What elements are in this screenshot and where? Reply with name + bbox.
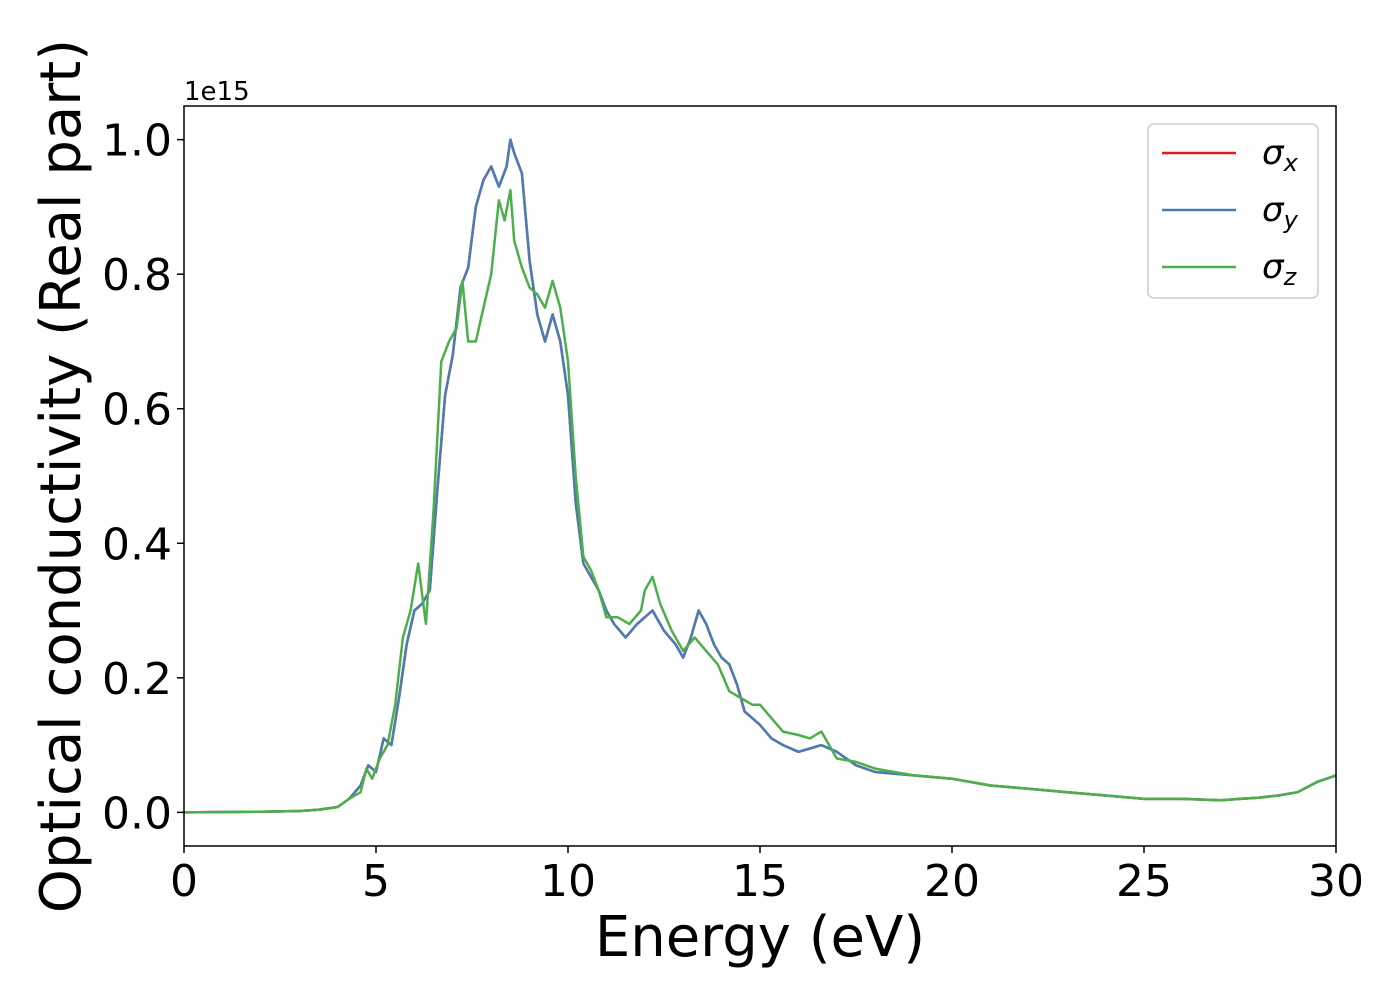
y-tick-label: 0.6 <box>102 385 172 436</box>
plot-background <box>184 106 1336 846</box>
x-tick-label: 15 <box>732 856 788 907</box>
legend-label-x: σx <box>1262 133 1299 177</box>
legend-symbol: σ <box>1262 133 1285 173</box>
y-offset-label: 1e15 <box>184 77 250 107</box>
x-tick-label: 10 <box>540 856 596 907</box>
x-tick-label: 25 <box>1116 856 1172 907</box>
legend-subscript: y <box>1283 206 1299 234</box>
x-tick-label: 5 <box>362 856 390 907</box>
x-tick-label: 0 <box>170 856 198 907</box>
x-tick-label: 20 <box>924 856 980 907</box>
y-tick-label: 0.0 <box>102 788 172 839</box>
legend-label-z: σz <box>1262 247 1298 291</box>
legend-symbol: σ <box>1262 247 1285 287</box>
legend-subscript: z <box>1283 263 1298 291</box>
x-tick-label: 30 <box>1308 856 1364 907</box>
y-tick-label: 0.4 <box>102 519 172 570</box>
legend-subscript: x <box>1283 149 1299 177</box>
y-tick-label: 1.0 <box>102 116 172 167</box>
y-axis-title: Optical conductivity (Real part) <box>29 39 94 913</box>
y-tick-label: 0.2 <box>102 654 172 705</box>
y-axis: 0.0 0.2 0.4 0.6 0.8 1.0 <box>102 116 184 839</box>
x-axis: 0 5 10 15 20 25 30 <box>170 846 1364 907</box>
y-tick-label: 0.8 <box>102 250 172 301</box>
series-line-z <box>184 188 1336 814</box>
legend-label-y: σy <box>1262 190 1299 234</box>
series-layer <box>184 138 1336 814</box>
legend-symbol: σ <box>1262 190 1285 230</box>
x-axis-title: Energy (eV) <box>595 905 925 970</box>
